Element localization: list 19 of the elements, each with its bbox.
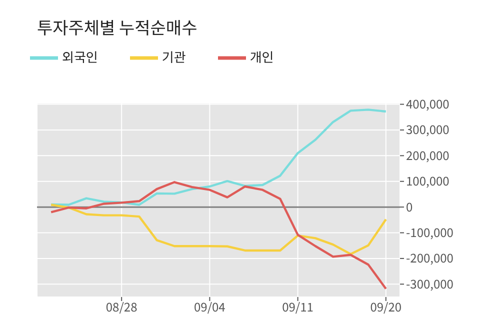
legend-label: 기관 — [162, 46, 186, 66]
y-tick-label: -100,000 — [406, 224, 454, 242]
chart-title: 투자주체별 누적순매수 — [37, 14, 198, 39]
x-tick-label: 09/04 — [194, 298, 226, 316]
x-tick-label: 09/11 — [282, 298, 314, 316]
y-tick-label: -300,000 — [406, 275, 454, 292]
line-series — [50, 204, 388, 256]
line-series — [50, 181, 388, 290]
legend-label: 개인 — [250, 46, 274, 66]
y-tick-label: 0 — [406, 198, 413, 216]
legend-label: 외국인 — [62, 46, 98, 66]
x-tick-label: 09/20 — [370, 298, 402, 316]
y-tick-label: -200,000 — [406, 250, 454, 267]
line-series — [50, 108, 388, 206]
x-tick-label: 08/28 — [106, 298, 138, 316]
y-tick-label: 400,000 — [406, 96, 450, 113]
y-tick-label: 200,000 — [406, 146, 450, 164]
y-tick-label: 300,000 — [406, 121, 450, 138]
y-tick-label: 100,000 — [406, 172, 450, 190]
